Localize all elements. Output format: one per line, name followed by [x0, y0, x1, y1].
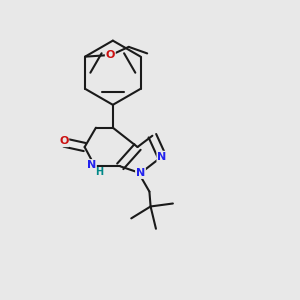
Text: N: N	[87, 160, 96, 170]
Text: N: N	[136, 168, 145, 178]
Text: O: O	[106, 50, 115, 60]
Text: H: H	[95, 167, 103, 177]
Text: N: N	[157, 152, 167, 161]
Text: O: O	[59, 136, 68, 146]
